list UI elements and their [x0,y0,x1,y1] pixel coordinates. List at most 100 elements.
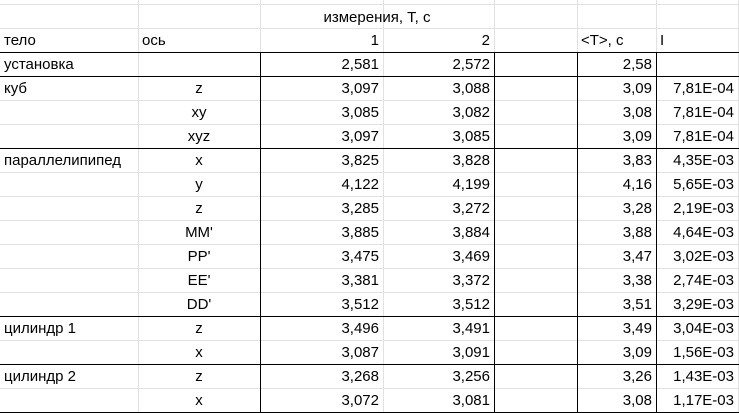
cell-average-period: 3,51 [622,296,652,313]
cell-body: куб [4,80,27,97]
cell-average-period: 3,09 [622,128,652,145]
cell-moment-of-inertia: 1,17E-03 [673,392,734,409]
border-line [0,148,739,149]
cell-average-period: 3,38 [622,272,652,289]
cell-measurement-2: 3,085 [452,128,490,145]
cell-body [0,341,138,365]
cell-average-period: 3,08 [622,104,652,121]
cell-measurement-1: 3,885 [341,224,379,241]
grid-line [0,124,739,125]
cell-average-period: 2,58 [622,56,652,73]
cell-axis: EE' [187,272,211,289]
cell-moment-of-inertia: 5,65E-03 [673,176,734,193]
cell-axis: x [195,152,203,169]
header-measurement-2: 2 [481,32,490,49]
cell-axis: z [195,368,203,385]
cell-measurement-2: 3,469 [452,248,490,265]
grid-line [0,28,739,29]
cell-moment-of-inertia: 4,35E-03 [673,152,734,169]
cell-axis: x [195,344,203,361]
grid-line [138,0,139,413]
border-line [0,52,739,53]
header-average-period: <T>, с [581,32,624,49]
header-axis: ось [142,32,166,49]
header-moment-of-inertia: I [660,32,665,49]
cell-axis: z [195,320,203,337]
cell-average-period: 3,83 [622,152,652,169]
grid-line [0,244,739,245]
grid-line [0,100,739,101]
cell-axis [138,53,260,77]
cell-average-period: 3,09 [622,80,652,97]
cell-measurement-1: 3,268 [341,368,379,385]
cell-average-period: 3,26 [622,368,652,385]
grid-line [0,292,739,293]
grid-line [0,4,739,5]
cell-average-period: 3,28 [622,200,652,217]
cell-moment-of-inertia: 7,81E-04 [673,104,734,121]
border-line [260,52,261,413]
cell-axis: MM' [185,224,213,241]
cell-average-period: 3,08 [622,392,652,409]
grid-line [0,172,739,173]
cell-measurement-1: 4,122 [341,176,379,193]
cell-measurement-1: 3,512 [341,296,379,313]
cell-moment-of-inertia: 2,19E-03 [673,200,734,217]
cell-measurement-1: 3,085 [341,104,379,121]
cell-measurement-1: 3,097 [341,128,379,145]
grid-line [0,268,739,269]
cell-measurement-1: 2,581 [341,56,379,73]
cell-axis: xyz [187,128,211,145]
cell-measurement-1: 3,475 [341,248,379,265]
cell-measurement-2: 3,512 [452,296,490,313]
cell-moment-of-inertia: 4,64E-03 [673,224,734,241]
cell-body [0,389,138,413]
cell-measurement-1: 3,285 [341,200,379,217]
border-line [494,52,495,413]
cell-moment-of-inertia [656,53,738,77]
cell-moment-of-inertia: 3,04E-03 [673,320,734,337]
cell-moment-of-inertia: 7,81E-04 [673,80,734,97]
cell-measurement-1: 3,072 [341,392,379,409]
cell-body [0,125,138,149]
border-line [577,52,578,413]
cell-body [0,245,138,269]
cell-axis: x [195,392,203,409]
cell-body [0,197,138,221]
cell-average-period: 3,09 [622,344,652,361]
cell-moment-of-inertia: 1,56E-03 [673,344,734,361]
cell-measurement-2: 3,091 [452,344,490,361]
measurements-group-header: измерения, Т, с [323,9,431,26]
border-line [0,316,739,317]
cell-measurement-2: 3,272 [452,200,490,217]
cell-moment-of-inertia: 3,29E-03 [673,296,734,313]
cell-body: цилиндр 2 [4,368,76,385]
cell-measurement-1: 3,825 [341,152,379,169]
cell-measurement-1: 3,496 [341,320,379,337]
cell-axis: xy [191,104,207,121]
cell-body: цилиндр 1 [4,320,76,337]
cell-measurement-2: 3,491 [452,320,490,337]
cell-axis: DD' [186,296,212,313]
cell-measurement-1: 3,097 [341,80,379,97]
cell-measurement-1: 3,381 [341,272,379,289]
grid-line [383,0,384,413]
cell-measurement-2: 3,884 [452,224,490,241]
cell-body: установка [4,56,74,73]
border-line [656,52,657,413]
cell-measurement-2: 3,372 [452,272,490,289]
cell-measurement-2: 3,256 [452,368,490,385]
cell-average-period: 3,88 [622,224,652,241]
cell-moment-of-inertia: 3,02E-03 [673,248,734,265]
cell-measurement-1: 3,087 [341,344,379,361]
cell-body: параллелипипед [4,152,122,169]
cell-measurement-2: 3,082 [452,104,490,121]
cell-average-period: 4,16 [622,176,652,193]
cell-axis: y [195,176,203,193]
cell-average-period: 3,49 [622,320,652,337]
cell-measurement-2: 2,572 [452,56,490,73]
border-line [0,364,739,365]
cell-measurement-2: 3,088 [452,80,490,97]
cell-moment-of-inertia: 2,74E-03 [673,272,734,289]
